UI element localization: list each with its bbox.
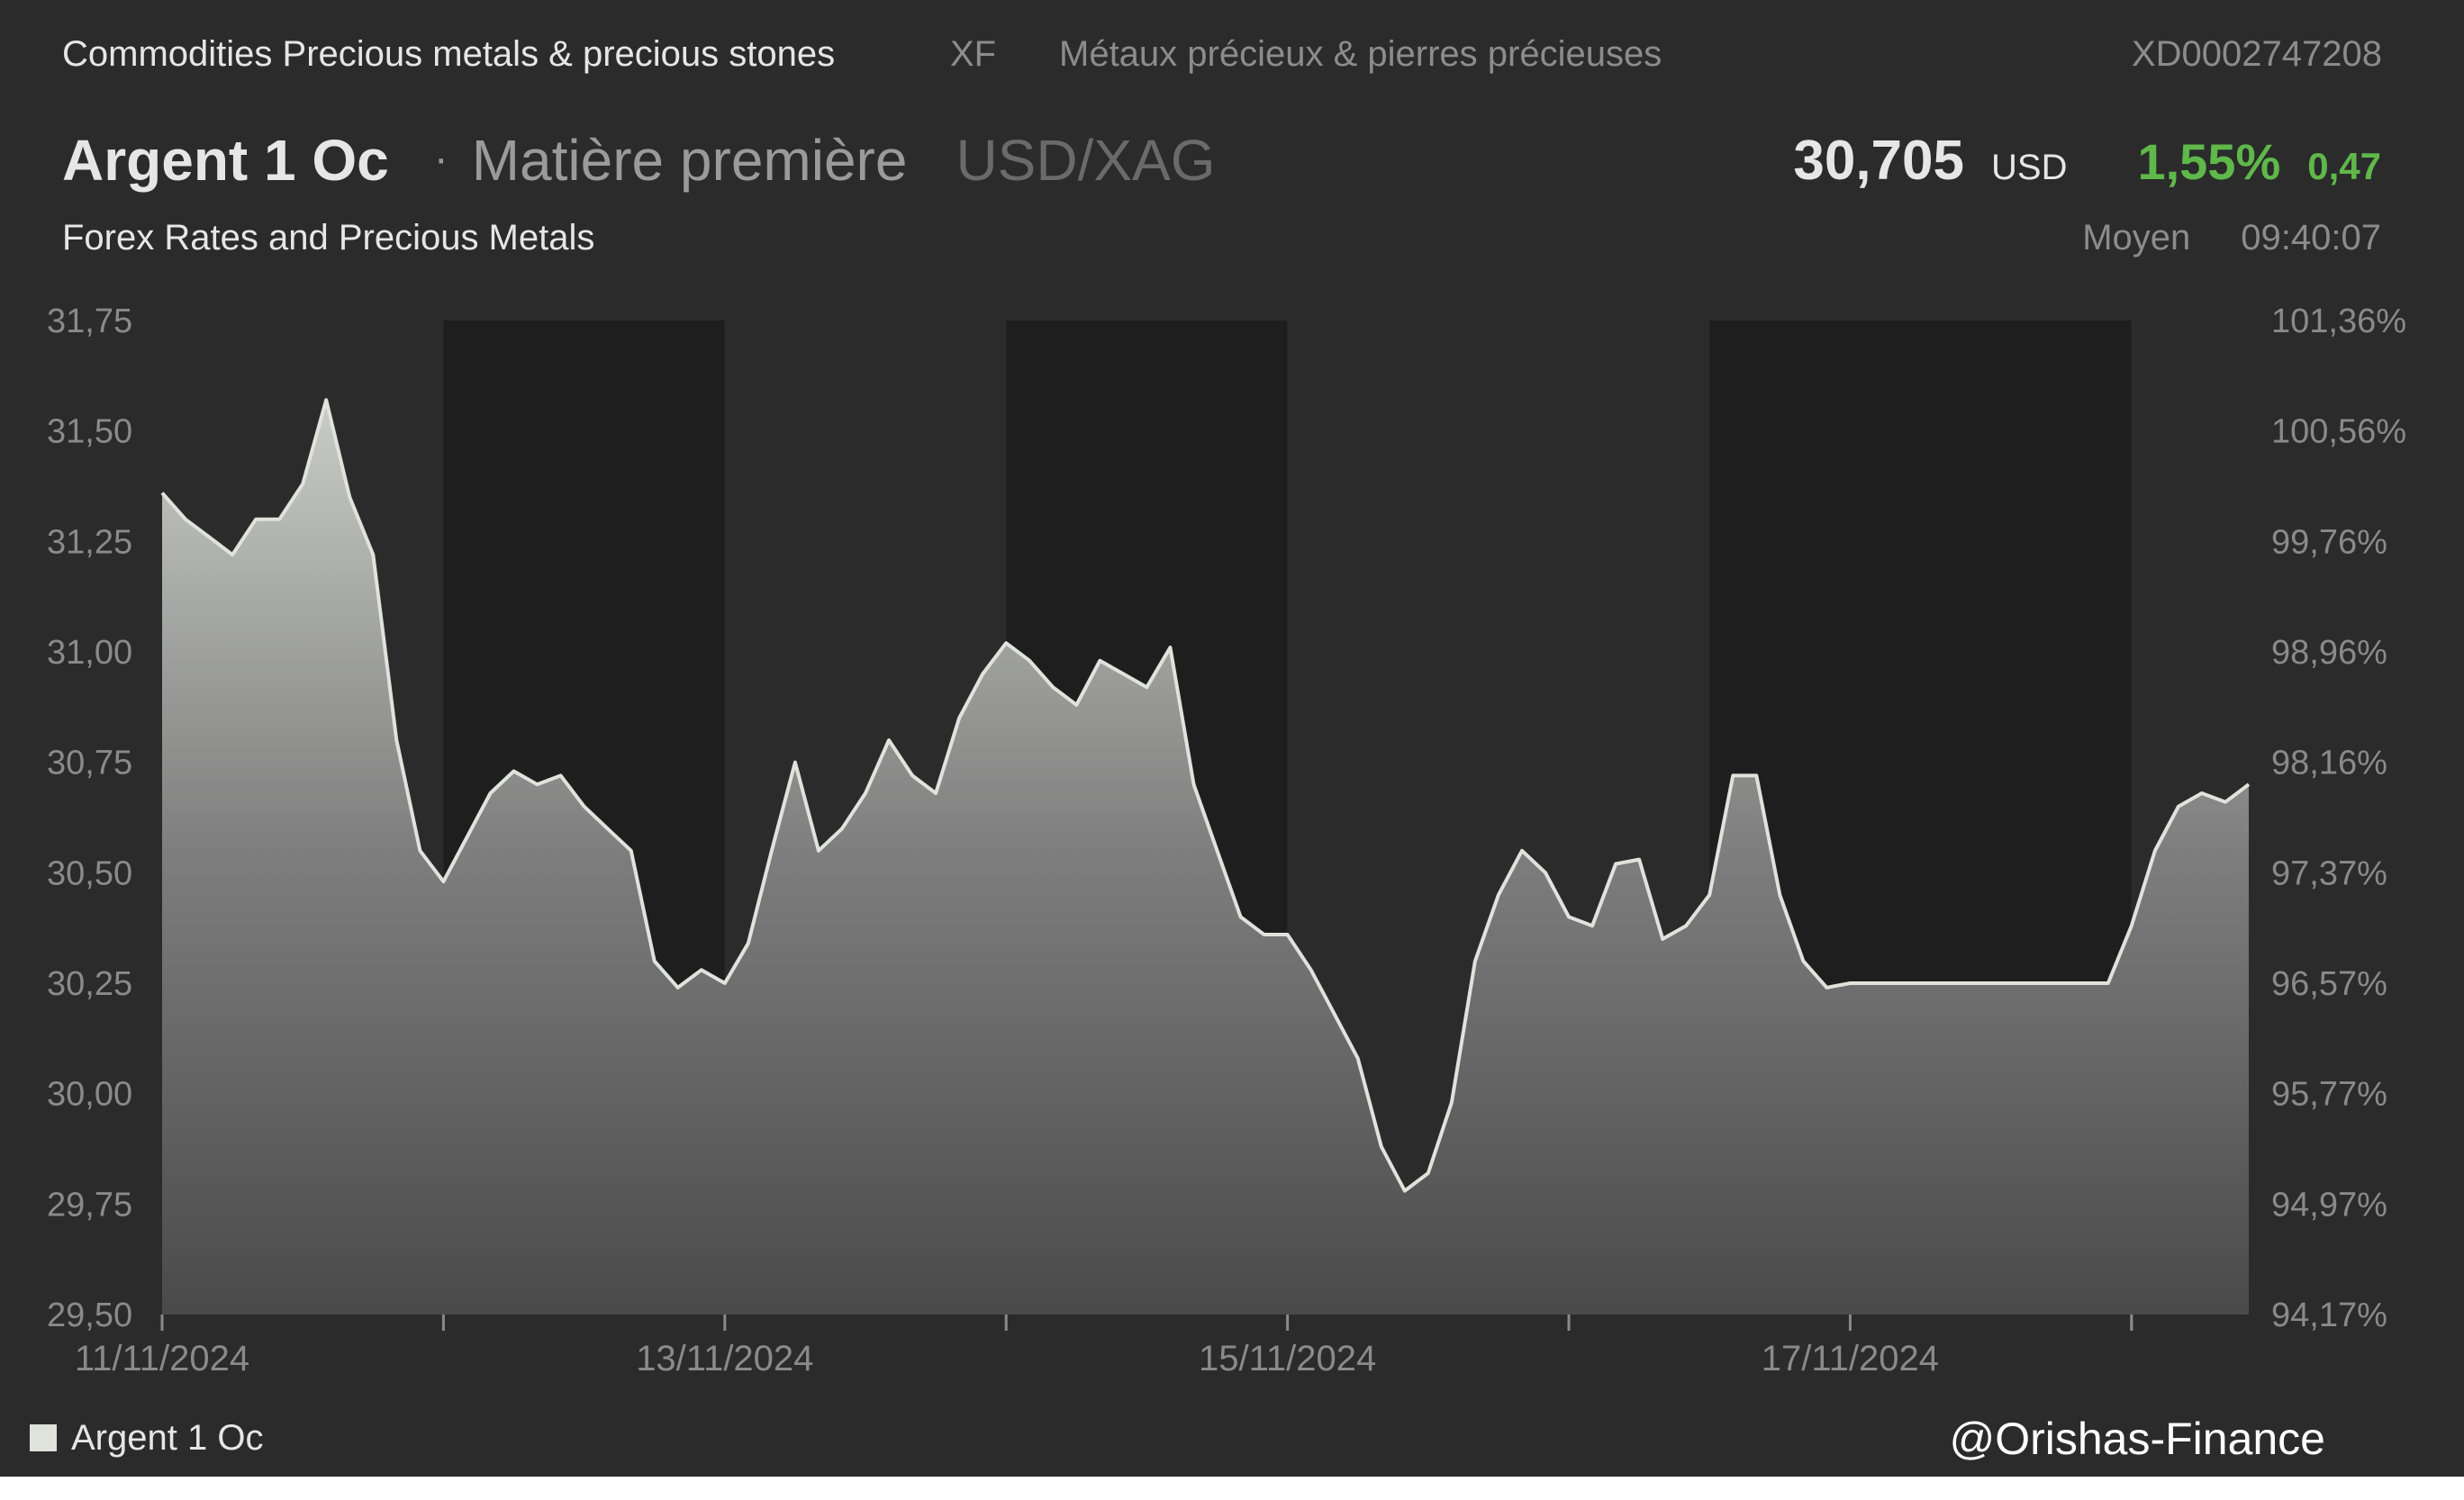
y2-tick-label: 99,76% bbox=[2271, 523, 2387, 561]
category-label: Commodities Precious metals & precious s… bbox=[62, 34, 836, 74]
y2-tick-label: 94,17% bbox=[2271, 1297, 2387, 1334]
price-type: Moyen bbox=[2082, 218, 2191, 258]
change-absolute: 0,47 bbox=[2307, 145, 2381, 187]
y2-tick-label: 97,37% bbox=[2271, 854, 2387, 892]
x-tick-label: 11/11/2024 bbox=[75, 1339, 249, 1378]
title-separator: · bbox=[433, 135, 448, 183]
asset-type: Matière première bbox=[471, 128, 908, 193]
y2-tick-label: 94,97% bbox=[2271, 1186, 2387, 1224]
change-percent: 1,55% bbox=[2137, 133, 2281, 190]
exchange-code: XF bbox=[950, 34, 997, 74]
y2-tick-label: 96,57% bbox=[2271, 965, 2387, 1003]
isin-code: XD0002747208 bbox=[2131, 34, 2382, 74]
instrument-title-row: Argent 1 Oc · Matière première USD/XAG bbox=[62, 131, 1216, 189]
price-meta: Moyen 09:40:07 bbox=[2082, 220, 2381, 256]
y2-tick-label: 101,36% bbox=[2271, 303, 2406, 340]
currency-pair: USD/XAG bbox=[956, 128, 1216, 193]
instrument-name: Argent 1 Oc bbox=[62, 128, 389, 193]
x-tick-label: 17/11/2024 bbox=[1762, 1339, 1939, 1378]
instrument-subtitle: Forex Rates and Precious Metals bbox=[62, 218, 595, 258]
y2-tick-label: 100,56% bbox=[2271, 413, 2406, 451]
y-tick-label: 30,25 bbox=[47, 965, 132, 1003]
x-tick-label: 15/11/2024 bbox=[1199, 1339, 1376, 1378]
price-area-fill bbox=[162, 400, 2249, 1315]
y-tick-label: 29,50 bbox=[47, 1297, 132, 1334]
x-tick-label: 13/11/2024 bbox=[636, 1339, 813, 1378]
y-tick-label: 29,75 bbox=[47, 1186, 132, 1224]
legend-swatch bbox=[30, 1424, 57, 1451]
y-tick-label: 30,00 bbox=[47, 1076, 132, 1114]
y-tick-label: 30,50 bbox=[47, 854, 132, 892]
watermark: @Orishas-Finance bbox=[1949, 1414, 2325, 1464]
price-row: 30,705 USD 1,55% 0,47 bbox=[1793, 133, 2381, 189]
y-tick-label: 31,25 bbox=[47, 523, 132, 561]
y-tick-label: 31,50 bbox=[47, 413, 132, 451]
y-tick-label: 31,75 bbox=[47, 303, 132, 340]
last-price: 30,705 bbox=[1793, 130, 1964, 192]
legend-label: Argent 1 Oc bbox=[71, 1418, 264, 1458]
y2-tick-label: 95,77% bbox=[2271, 1076, 2387, 1114]
price-currency: USD bbox=[1991, 148, 2068, 187]
y-tick-label: 31,00 bbox=[47, 634, 132, 672]
y2-tick-label: 98,96% bbox=[2271, 634, 2387, 672]
legend[interactable]: Argent 1 Oc bbox=[30, 1420, 263, 1456]
price-time: 09:40:07 bbox=[2241, 218, 2381, 258]
price-line[interactable] bbox=[160, 398, 2251, 1193]
y-tick-label: 30,75 bbox=[47, 745, 132, 782]
category-label-french: Métaux précieux & pierres précieuses bbox=[1059, 34, 1662, 74]
y2-tick-label: 98,16% bbox=[2271, 745, 2387, 782]
